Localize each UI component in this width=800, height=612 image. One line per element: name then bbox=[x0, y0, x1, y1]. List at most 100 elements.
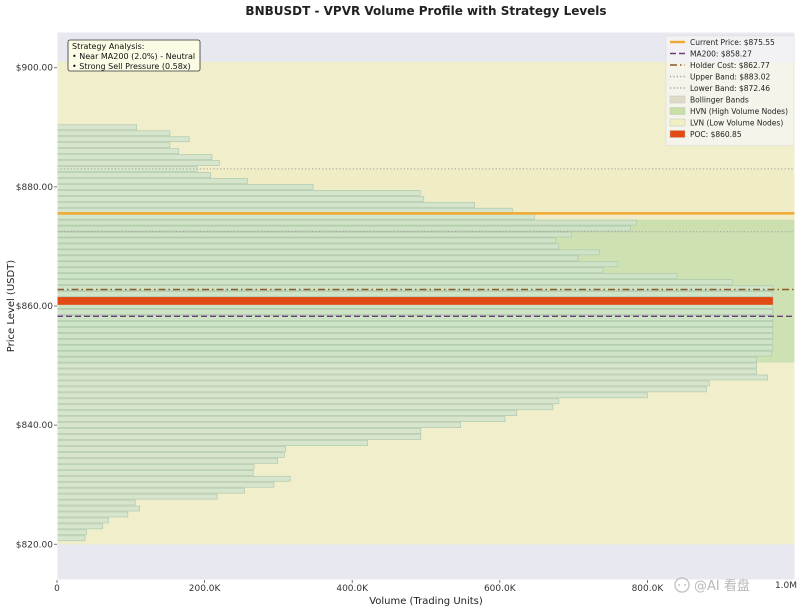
volume-bar bbox=[56, 422, 461, 428]
watermark-text: @AI 看盘 bbox=[694, 578, 750, 594]
annotation-line: • Near MA200 (2.0%) - Neutral bbox=[72, 52, 195, 61]
volume-bar bbox=[56, 452, 285, 458]
volume-bar bbox=[56, 517, 109, 524]
volume-bar bbox=[56, 321, 774, 327]
volume-bar bbox=[56, 327, 774, 333]
volume-bar bbox=[56, 362, 757, 369]
volume-bar bbox=[56, 410, 518, 417]
legend-frame bbox=[665, 35, 795, 146]
y-tick-label: $900.00 bbox=[16, 64, 53, 74]
volume-bar bbox=[56, 398, 560, 405]
y-tick-label: $880.00 bbox=[16, 183, 53, 193]
volume-bar bbox=[56, 493, 218, 500]
volume-bar bbox=[56, 124, 138, 131]
volume-bar bbox=[56, 154, 213, 160]
legend-label: Holder Cost: $862.77 bbox=[690, 61, 770, 70]
zone-band bbox=[57, 219, 795, 363]
x-tick-label: 800.0K bbox=[632, 584, 665, 594]
legend-label: Current Price: $875.55 bbox=[690, 38, 775, 47]
strategy-levels bbox=[57, 168, 795, 318]
volume-bar bbox=[56, 440, 368, 446]
volume-bar bbox=[56, 434, 422, 440]
strategy-analysis-box: Strategy Analysis: • Near MA200 (2.0%) -… bbox=[67, 39, 201, 72]
volume-bar bbox=[56, 529, 87, 536]
volume-bar bbox=[56, 380, 710, 387]
volume-bar bbox=[56, 416, 506, 422]
legend-label: Bollinger Bands bbox=[690, 96, 749, 105]
volume-bar bbox=[56, 148, 180, 154]
volume-bar bbox=[56, 136, 190, 143]
volume-bar bbox=[56, 428, 422, 434]
volume-bar bbox=[56, 475, 291, 482]
volume-bar bbox=[56, 172, 211, 178]
volume-bar bbox=[56, 261, 619, 268]
legend: Current Price: $875.55 MA200: $858.27 Hold… bbox=[665, 35, 795, 146]
y-axis-label: Price Level (USDT) bbox=[6, 260, 17, 353]
volume-bar bbox=[56, 309, 774, 315]
x-tick-label: 400.0K bbox=[336, 584, 369, 594]
volume-bar bbox=[56, 535, 86, 542]
volume-bar bbox=[56, 487, 245, 494]
volume-bar bbox=[56, 219, 637, 226]
annotation-line: • Strong Sell Pressure (0.58x) bbox=[72, 62, 191, 71]
volume-bar bbox=[56, 291, 774, 297]
chart-title: BNBUSDT - VPVR Volume Profile with Strat… bbox=[245, 4, 606, 18]
x-axis: 0 200.0K 400.0K 600.0K 800.0K 1.0M bbox=[54, 580, 797, 594]
x-tick-label: 200.0K bbox=[189, 584, 222, 594]
volume-bar bbox=[56, 374, 768, 381]
watermark: @AI 看盘 bbox=[674, 577, 750, 594]
volume-bar bbox=[56, 505, 140, 512]
annotation-line: Strategy Analysis: bbox=[72, 42, 144, 51]
volume-bar bbox=[56, 404, 554, 411]
volume-bar bbox=[56, 392, 648, 399]
legend-label: LVN (Low Volume Nodes) bbox=[690, 119, 783, 128]
x-tick-label: 1.0M bbox=[775, 581, 797, 591]
volume-bar bbox=[56, 338, 774, 345]
legend-swatch bbox=[669, 118, 686, 127]
volume-bars bbox=[56, 124, 774, 542]
x-tick-label: 600.0K bbox=[484, 584, 517, 594]
legend-swatch bbox=[669, 107, 686, 115]
volume-bar bbox=[56, 523, 104, 530]
volume-bar bbox=[56, 267, 604, 274]
volume-bar bbox=[56, 201, 476, 208]
legend-label: POC: $860.85 bbox=[690, 130, 742, 139]
volume-bar bbox=[56, 130, 171, 137]
volume-bar bbox=[56, 142, 171, 148]
volume-bar bbox=[56, 195, 425, 202]
volume-bar bbox=[56, 213, 535, 220]
volume-bar bbox=[56, 279, 733, 285]
volume-bar bbox=[56, 344, 774, 351]
volume-bar bbox=[56, 332, 774, 339]
chat-bubble-icon bbox=[674, 577, 690, 593]
volume-bar bbox=[56, 356, 757, 363]
volume-bar bbox=[56, 225, 631, 232]
volume-bar bbox=[56, 255, 579, 262]
legend-label: MA200: $858.27 bbox=[690, 50, 752, 59]
volume-bar bbox=[56, 511, 129, 518]
volume-bar bbox=[56, 190, 421, 196]
x-axis-label: Volume (Trading Units) bbox=[369, 596, 483, 607]
volume-bar bbox=[56, 184, 314, 190]
volume-bar bbox=[56, 273, 678, 280]
volume-bar bbox=[56, 458, 278, 464]
volume-bar bbox=[56, 386, 707, 393]
volume-bar bbox=[56, 231, 572, 238]
volume-bar bbox=[56, 481, 275, 488]
volume-bar bbox=[56, 160, 220, 166]
volume-bar bbox=[56, 350, 772, 357]
volume-bar bbox=[56, 368, 757, 375]
y-tick-label: $860.00 bbox=[16, 302, 53, 312]
volume-bar bbox=[56, 469, 254, 476]
legend-label: Upper Band: $883.02 bbox=[690, 73, 771, 82]
volume-bar bbox=[56, 446, 287, 452]
volume-bar bbox=[56, 499, 136, 506]
volume-bar bbox=[56, 178, 248, 184]
legend-swatch bbox=[669, 95, 686, 104]
volume-bar bbox=[56, 243, 560, 250]
legend-label: Lower Band: $872.46 bbox=[690, 84, 770, 93]
volume-bar bbox=[56, 249, 600, 256]
volume-bar bbox=[56, 464, 255, 470]
y-tick-label: $840.00 bbox=[16, 421, 53, 431]
